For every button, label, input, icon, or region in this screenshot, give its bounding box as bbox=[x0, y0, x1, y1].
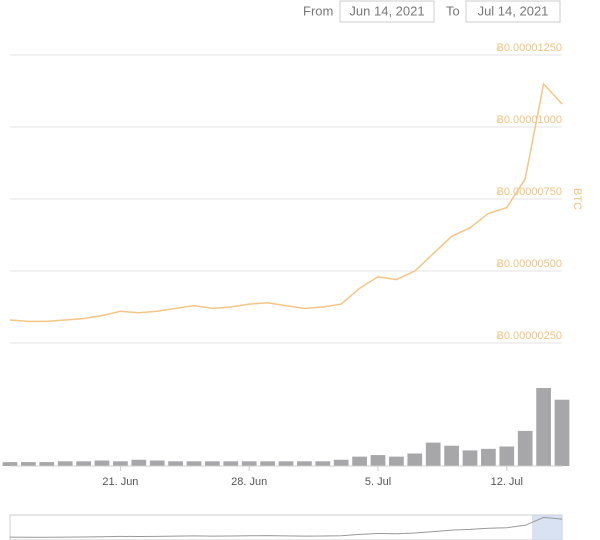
volume-bar bbox=[205, 461, 220, 466]
y-axis-title: BTC bbox=[571, 188, 583, 210]
volume-bar bbox=[297, 461, 312, 466]
volume-bar bbox=[370, 455, 386, 466]
volume-bar bbox=[333, 459, 349, 466]
from-date[interactable]: Jun 14, 2021 bbox=[349, 3, 424, 18]
y-tick-label: Ƀ0.00000500 bbox=[497, 258, 562, 270]
volume-bar bbox=[260, 461, 275, 466]
y-tick-label: Ƀ0.00000250 bbox=[497, 330, 562, 342]
volume-bar bbox=[131, 459, 147, 466]
volume-bar bbox=[278, 461, 294, 466]
volume-bar bbox=[2, 462, 18, 466]
price-line bbox=[9, 82, 563, 323]
volume-bar bbox=[462, 450, 478, 466]
volume-bar bbox=[76, 461, 91, 466]
volume-bar bbox=[21, 462, 36, 466]
volume-bar bbox=[536, 388, 551, 466]
volume-bar bbox=[407, 453, 423, 466]
x-tick-label: 28. Jun bbox=[231, 476, 267, 488]
volume-bar bbox=[425, 442, 441, 466]
navigator-line bbox=[9, 516, 563, 538]
to-label: To bbox=[446, 3, 460, 18]
volume-bar bbox=[444, 445, 459, 466]
volume-bar bbox=[113, 461, 128, 466]
volume-bar bbox=[389, 456, 404, 466]
volume-bar bbox=[554, 399, 570, 466]
to-input[interactable] bbox=[465, 0, 561, 23]
navigator-selection[interactable] bbox=[532, 515, 562, 540]
volume-bar bbox=[223, 461, 239, 466]
volume-bar bbox=[352, 456, 367, 466]
y-tick-label: Ƀ0.00001000 bbox=[497, 114, 562, 126]
x-tick-label: 12. Jul bbox=[491, 476, 523, 488]
y-tick-label: Ƀ0.00001250 bbox=[497, 42, 562, 54]
y-tick-label: Ƀ0.00000750 bbox=[497, 186, 562, 198]
volume-bar bbox=[39, 462, 55, 466]
volume-bar bbox=[168, 461, 183, 466]
volume-bar bbox=[57, 461, 73, 466]
x-tick-label: 5. Jul bbox=[365, 476, 391, 488]
volume-bar bbox=[499, 446, 515, 466]
from-label: From bbox=[303, 3, 333, 18]
from-input[interactable] bbox=[339, 0, 435, 23]
volume-bar bbox=[241, 461, 257, 466]
x-tick-label: 21. Jun bbox=[102, 476, 138, 488]
volume-bar bbox=[149, 460, 165, 466]
volume-bar bbox=[481, 448, 496, 466]
volume-bar bbox=[186, 461, 202, 466]
volume-bar bbox=[315, 461, 331, 466]
to-date[interactable]: Jul 14, 2021 bbox=[478, 3, 549, 18]
volume-bar bbox=[94, 460, 110, 466]
volume-bar bbox=[517, 430, 533, 466]
